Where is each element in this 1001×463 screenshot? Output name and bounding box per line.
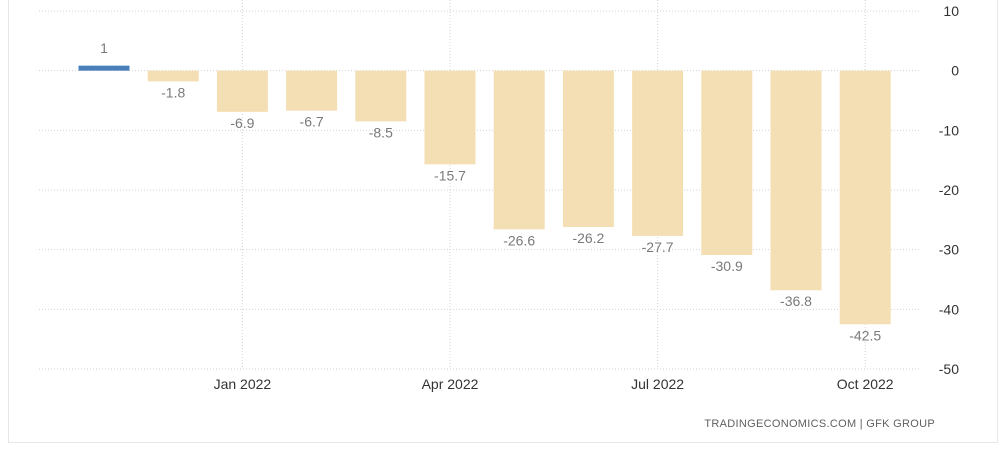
x-axis: Jan 2022 Apr 2022 Jul 2022 Oct 2022: [214, 376, 894, 392]
bar: [286, 70, 338, 111]
x-tick-label: Apr 2022: [422, 376, 479, 392]
bar: [839, 70, 891, 325]
data-label: -8.5: [369, 124, 393, 140]
bar: [78, 65, 130, 71]
chart-frame: 1 -1.8 -6.9 -6.7 -8.5 -15.7 -26.6 -26.2 -27.7 -30…: [8, 0, 998, 443]
bar: [770, 70, 822, 291]
bar: [632, 70, 684, 236]
data-label: -6.9: [230, 115, 254, 131]
data-label: -1.8: [161, 84, 185, 100]
data-label: -30.9: [711, 258, 743, 274]
bar: [216, 70, 268, 112]
bar: [701, 70, 753, 256]
y-tick-label: -50: [939, 361, 959, 377]
y-tick-label: -30: [939, 242, 959, 258]
data-label: -26.2: [572, 230, 604, 246]
bar: [147, 70, 199, 82]
x-tick-label: Jul 2022: [631, 376, 684, 392]
y-tick-label: -40: [939, 301, 959, 317]
x-tick-label: Jan 2022: [214, 376, 272, 392]
data-label: -15.7: [434, 167, 466, 183]
bar: [424, 70, 476, 165]
data-label: -6.7: [300, 114, 324, 130]
chart-area: 1 -1.8 -6.9 -6.7 -8.5 -15.7 -26.6 -26.2 -27.7 -30…: [39, 0, 959, 392]
x-tick-label: Oct 2022: [837, 376, 894, 392]
data-label: -36.8: [780, 293, 812, 309]
data-label: -26.6: [503, 232, 535, 248]
y-axis: 10 0 -10 -20 -30 -40 -50: [939, 3, 959, 377]
bar: [493, 70, 545, 230]
data-label: -42.5: [849, 327, 881, 343]
bar: [562, 70, 614, 227]
y-tick-label: -20: [939, 182, 959, 198]
data-label-layer: 1 -1.8 -6.9 -6.7 -8.5 -15.7 -26.6 -26.2 -27.7 -30…: [100, 40, 881, 343]
data-label: -27.7: [642, 239, 674, 255]
y-tick-label: 0: [951, 63, 959, 79]
y-tick-label: -10: [939, 122, 959, 138]
data-label: 1: [100, 40, 108, 56]
bar-layer: [78, 65, 891, 325]
y-tick-label: 10: [943, 3, 959, 19]
source-credit: TRADINGECONOMICS.COM | GFK GROUP: [704, 418, 935, 430]
bar: [355, 70, 407, 122]
